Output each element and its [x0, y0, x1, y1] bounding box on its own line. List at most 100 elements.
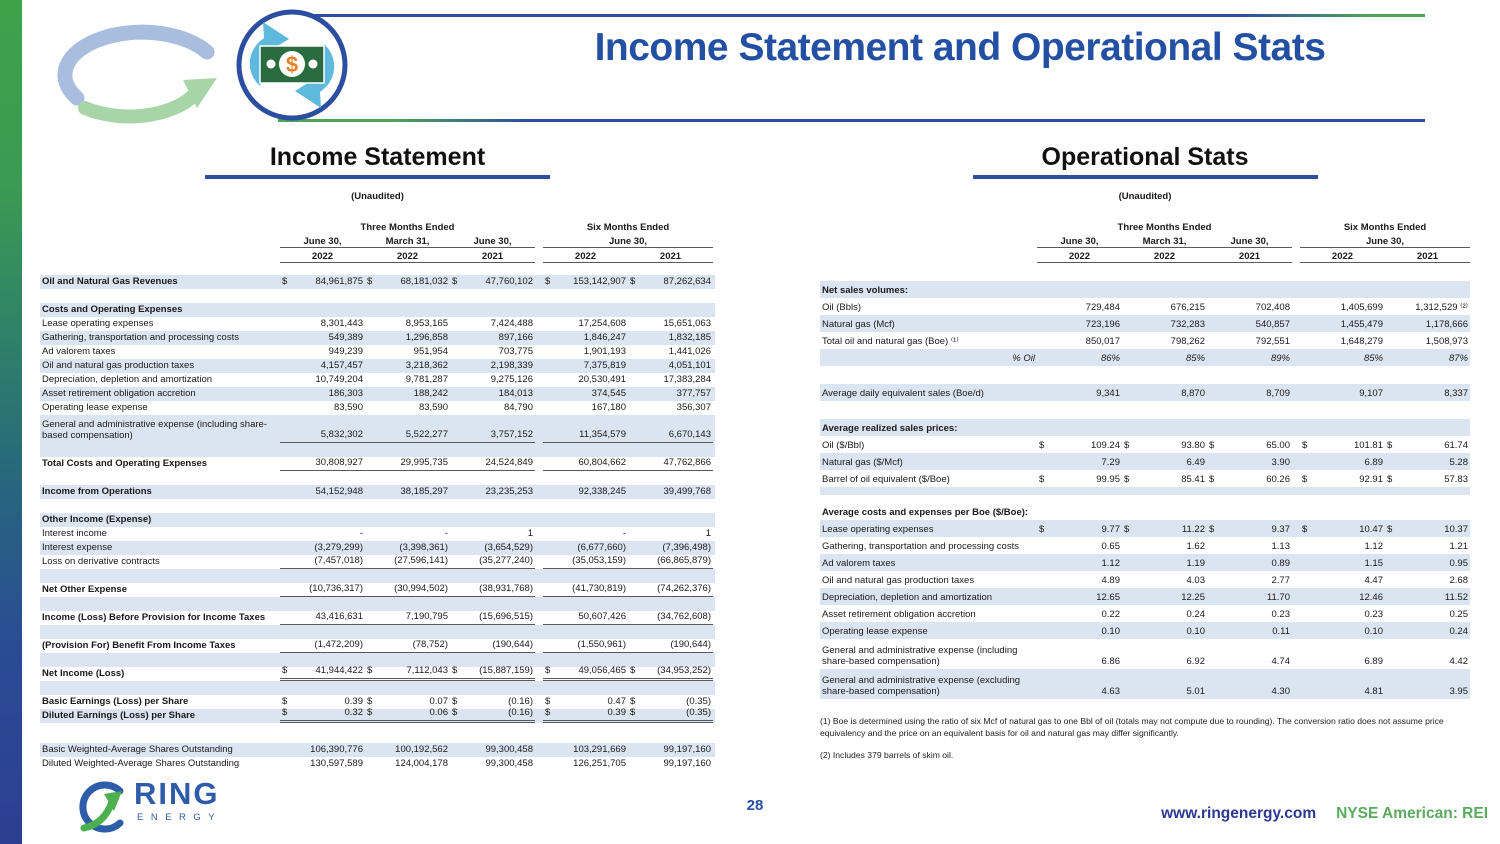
currency-sign: $	[1387, 524, 1393, 536]
table-cell: 0.23	[1207, 609, 1292, 622]
table-cell: 0.11	[1207, 626, 1292, 639]
cell-value: 1,901,193	[583, 346, 626, 358]
cell-value: 7,112,043	[406, 665, 448, 677]
table-cell: 8,870	[1122, 388, 1207, 401]
table-cell: 3,218,362	[365, 360, 450, 373]
cell-value: 38,185,297	[400, 486, 448, 498]
cell-value: 12.46	[1359, 592, 1383, 604]
table-row	[820, 401, 1470, 411]
currency-sign: $	[452, 665, 458, 677]
cell-value: 7,190,795	[405, 611, 448, 623]
table-row	[40, 653, 715, 667]
column-month: June 30,	[1037, 236, 1122, 248]
table-cell: 47,762,866	[628, 457, 713, 471]
table-cell	[1300, 409, 1385, 411]
cell-value: 83,590	[418, 402, 448, 414]
cell-value: 47,762,866	[663, 457, 711, 469]
row-label: Average costs and expenses per Boe ($/Bo…	[820, 507, 1037, 520]
row-label-text: Net Income (Loss)	[42, 668, 125, 680]
table-cell: 9,781,287	[365, 374, 450, 387]
table-cell: $109.24	[1037, 440, 1122, 453]
cell-value: 126,251,705	[573, 758, 626, 770]
cell-value: 0.22	[1101, 609, 1121, 621]
table-cell: $92.91	[1300, 474, 1385, 487]
table-cell: $49,056,465	[543, 665, 628, 681]
cell-value: 6,670,143	[668, 429, 711, 441]
table-cell: -	[365, 528, 450, 541]
column-year: 2022	[280, 251, 365, 263]
cell-value: (15,887,159)	[479, 665, 533, 677]
row-label-text: Income from Operations	[42, 486, 152, 498]
currency-sign: $	[545, 707, 551, 719]
currency-sign: $	[282, 696, 288, 708]
operational-stats-title: Operational Stats	[1041, 143, 1249, 171]
income-statement-table-header: Three Months Ended Six Months Ended June…	[40, 218, 715, 263]
table-row: General and administrative expense (incl…	[820, 639, 1470, 669]
table-row: Average daily equivalent sales (Boe/d) 9…	[820, 384, 1470, 401]
website-link[interactable]: www.ringenergy.com	[1161, 805, 1317, 822]
table-row: Interest income - - 1 - 1	[40, 527, 715, 541]
row-sublabel-text: % Oil	[1012, 353, 1035, 365]
cell-value: 9,781,287	[405, 374, 448, 386]
row-label: Diluted Weighted-Average Shares Outstand…	[40, 758, 280, 771]
row-label: Income from Operations	[40, 486, 280, 499]
table-cell: 39,499,768	[628, 486, 713, 499]
row-label: Lease operating expenses	[820, 524, 1037, 537]
table-row: Costs and Operating Expenses	[40, 303, 715, 317]
table-cell: 1.15	[1300, 558, 1385, 571]
currency-sign: $	[282, 276, 288, 288]
table-cell: 0.89	[1207, 558, 1292, 571]
cell-value: 949,239	[328, 346, 363, 358]
operational-stats-table-header: Three Months Ended Six Months Ended June…	[820, 218, 1470, 263]
table-cell: 130,597,589	[280, 758, 365, 771]
table-cell: (30,994,502)	[365, 583, 450, 597]
cell-value: (41,730,819)	[572, 583, 626, 595]
table-cell: 7,190,795	[365, 611, 450, 625]
table-cell: 4.47	[1300, 575, 1385, 588]
table-row: Gathering, transportation and processing…	[40, 331, 715, 345]
cell-value: 101.81	[1353, 440, 1383, 452]
table-cell: 1,296,858	[365, 332, 450, 345]
table-cell: $0.39	[543, 707, 628, 723]
table-cell: 4,157,457	[280, 360, 365, 373]
cell-value: 85.41	[1181, 474, 1205, 486]
cell-value: 99,300,458	[485, 758, 533, 770]
cell-value: 85%	[1363, 353, 1383, 365]
table-cell: 5,832,302	[280, 429, 365, 443]
table-cell	[1122, 296, 1207, 298]
table-cell: $ (0.35)	[628, 707, 713, 723]
table-cell: (7,396,498)	[628, 542, 713, 555]
footnote-1: (1) Boe is determined using the ratio of…	[820, 716, 1444, 739]
cell-value: 1,312,529 ⁽²⁾	[1415, 302, 1468, 314]
table-cell	[543, 741, 628, 743]
currency-sign: $	[630, 696, 636, 708]
cell-value: (0.35)	[686, 707, 711, 719]
cell-value: (0.35)	[686, 696, 711, 708]
currency-sign: $	[1039, 524, 1045, 536]
table-cell: (7,457,018)	[280, 555, 365, 569]
table-row: Operating lease expense 0.10 0.10 0.11 0…	[820, 622, 1470, 639]
table-cell: 99,300,458	[450, 758, 535, 771]
currency-sign: $	[545, 276, 551, 288]
operational-stats-section: Operational Stats (Unaudited) Three Mont…	[820, 143, 1470, 770]
table-cell: 83,590	[280, 402, 365, 415]
table-cell	[1122, 382, 1207, 384]
cell-value: 6.86	[1101, 656, 1121, 668]
table-cell	[1037, 501, 1122, 503]
table-cell: 732,283	[1122, 319, 1207, 332]
cell-value: 3.95	[1449, 686, 1469, 698]
cell-value: 3,218,362	[405, 360, 448, 372]
table-row: Lease operating expenses 8,301,443 8,953…	[40, 317, 715, 331]
cell-value: 6.49	[1186, 457, 1206, 469]
table-cell: 188,242	[365, 388, 450, 401]
table-cell: 126,251,705	[543, 758, 628, 771]
table-cell	[1037, 296, 1122, 298]
cell-value: 7.29	[1101, 457, 1121, 469]
table-cell: 17,254,608	[543, 318, 628, 331]
table-cell: (66,865,879)	[628, 555, 713, 569]
row-label: Basic Earnings (Loss) per Share	[40, 696, 280, 709]
row-label	[820, 382, 1037, 384]
table-cell: 167,180	[543, 402, 628, 415]
column-month: March 31,	[365, 236, 450, 248]
row-label: Net sales volumes:	[820, 285, 1037, 298]
